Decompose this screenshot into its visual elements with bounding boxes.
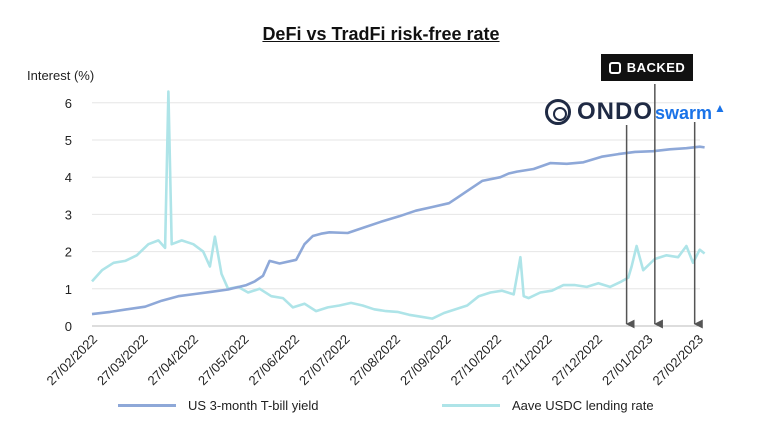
legend-item-aave: Aave USDC lending rate	[442, 398, 654, 413]
ondo-logo-text: ONDO	[577, 98, 653, 125]
legend-swatch-aave	[442, 404, 500, 407]
legend-item-tbill: US 3-month T-bill yield	[118, 398, 319, 413]
y-axis-label: Interest (%)	[27, 68, 95, 83]
y-tick-label: 4	[65, 170, 72, 185]
chart-title: DeFi vs TradFi risk-free rate	[262, 24, 500, 44]
series-line-aave	[91, 90, 706, 320]
y-tick-label: 0	[65, 319, 72, 334]
chart-title-wrap: DeFi vs TradFi risk-free rate	[0, 24, 762, 45]
legend-label-tbill: US 3-month T-bill yield	[188, 398, 319, 413]
swarm-logo-text: swarm	[655, 103, 713, 123]
x-tick-label: 27/01/2023	[599, 332, 656, 389]
swarm-logo: swarm ▲	[655, 101, 726, 124]
swarm-logo-icon: ▲	[714, 101, 726, 115]
ondo-logo: ONDO	[545, 98, 653, 126]
backed-logo-icon	[608, 61, 621, 74]
x-tick-label: 27/05/2022	[195, 332, 252, 389]
y-tick-label: 2	[65, 245, 72, 260]
series-line-tbill	[91, 145, 705, 316]
x-tick-label: 27/09/2022	[397, 332, 454, 389]
x-tick-label: 27/03/2022	[94, 332, 151, 389]
y-tick-label: 6	[65, 96, 72, 111]
x-tick-label: 27/06/2022	[245, 332, 302, 389]
backed-logo-text: BACKED	[626, 60, 686, 75]
x-tick-label: 27/04/2022	[144, 332, 201, 389]
ondo-logo-icon	[545, 99, 571, 125]
x-tick-label: 27/02/2022	[43, 332, 100, 389]
legend-label-aave: Aave USDC lending rate	[512, 398, 654, 413]
x-tick-label: 27/02/2023	[649, 332, 706, 389]
legend-swatch-tbill	[118, 404, 176, 407]
x-tick-label: 27/11/2022	[499, 332, 555, 388]
y-tick-label: 3	[65, 207, 72, 222]
backed-logo: BACKED	[601, 54, 693, 81]
x-tick-label: 27/12/2022	[548, 332, 605, 389]
x-tick-label: 27/10/2022	[447, 332, 504, 389]
x-tick-label: 27/07/2022	[296, 332, 353, 389]
x-tick-label: 27/08/2022	[346, 332, 403, 389]
y-tick-label: 1	[65, 282, 72, 297]
y-tick-label: 5	[65, 133, 72, 148]
